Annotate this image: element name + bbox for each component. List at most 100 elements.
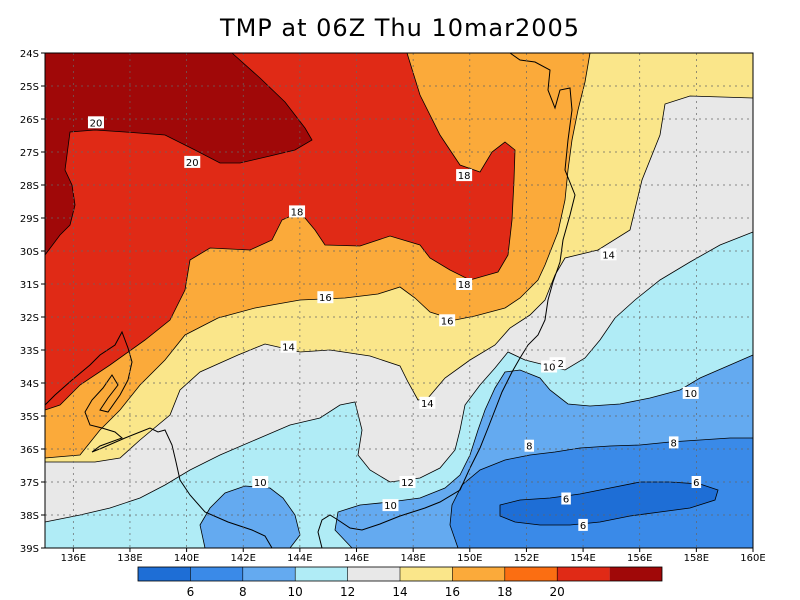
contour-label-text: 10: [684, 389, 697, 400]
contour-label-bg: [184, 155, 201, 168]
lat-tick-label: 38S: [20, 511, 39, 522]
lon-tick-label: 158E: [684, 553, 709, 564]
contour-label-bg: [600, 248, 617, 261]
contour-lines: [44, 52, 754, 549]
map-frame: [44, 52, 754, 549]
lat-tick-label: 29S: [20, 214, 39, 225]
contour-label-text: 20: [90, 118, 103, 129]
contour-label-text: 14: [602, 250, 615, 261]
lon-tick-label: 138E: [117, 553, 142, 564]
contour-fills: [45, 53, 753, 548]
contour-label: 8: [668, 436, 679, 449]
contour-label-bg: [578, 518, 588, 531]
contour-label: 18: [456, 169, 473, 182]
contour-line-16: [44, 52, 591, 459]
colorbar-label: 14: [392, 585, 407, 599]
contour-label: 10: [382, 499, 399, 512]
contour-label: 10: [682, 386, 699, 400]
axis-ticks: 24S 25S 26S 27S 28S 29S 30S 31S 32S 33S 34S 35S 36S 3…: [20, 49, 766, 564]
lon-tick-label: 140E: [174, 553, 199, 564]
contour-label: 6: [691, 476, 702, 489]
contour-label: 14: [280, 340, 297, 354]
graticule: [45, 53, 753, 548]
contour-label-text: 8: [526, 442, 532, 453]
contour-label-bg: [87, 116, 104, 129]
lon-tick-label: 136E: [61, 553, 86, 564]
lon-tick-label: 156E: [627, 553, 652, 564]
lat-tick-label: 28S: [20, 181, 39, 192]
lon-tick-label: 142E: [231, 553, 256, 564]
lat-tick-label: 25S: [20, 82, 39, 93]
contour-label-text: 8: [671, 438, 677, 449]
band-20-22: [45, 53, 312, 255]
colorbar-swatch: [242, 567, 296, 581]
contour-label-text: 20: [186, 158, 199, 169]
contour-label-bg: [317, 291, 334, 304]
colorbar-swatch: [295, 567, 348, 581]
map-title: TMP at 06Z Thu 10mar2005: [219, 14, 581, 42]
colorbar-swatch: [347, 567, 400, 581]
lat-tick-label: 34S: [20, 379, 39, 390]
contour-label-bg: [289, 205, 306, 218]
colorbar-label: 18: [497, 585, 512, 599]
contour-label-bg: [252, 476, 269, 488]
coastline: [44, 52, 576, 549]
contour-label-bg: [419, 396, 436, 409]
contour-line-8: [449, 437, 753, 549]
contour-label-bg: [682, 386, 699, 399]
contour-label-text: 6: [580, 521, 586, 532]
colorbar: 6 8 10 12 14 16 18 20: [137, 566, 663, 599]
contour-line-12: [44, 231, 754, 523]
colorbar-swatch: [190, 567, 243, 581]
contour-label: 10: [541, 360, 558, 374]
coastline-south-australia: [44, 330, 273, 549]
colorbar-swatch: [504, 567, 558, 581]
contour-label: 16: [439, 314, 456, 327]
contour-label-text: 18: [291, 207, 304, 218]
contour-label-text: 12: [551, 359, 564, 370]
contour-label-text: 16: [319, 293, 332, 304]
colorbar-label: 16: [445, 585, 460, 599]
colorbar-swatch: [138, 567, 191, 581]
lon-tick-label: 144E: [287, 553, 312, 564]
lat-tick-label: 36S: [20, 445, 39, 456]
contour-label-bg: [280, 340, 297, 353]
colorbar-swatch: [609, 567, 662, 581]
lon-tick-label: 154E: [570, 553, 595, 564]
coastline-east-australia: [317, 52, 576, 549]
contour-label-bg: [456, 278, 473, 290]
contour-label: 14: [600, 248, 617, 261]
contour-label: 16: [317, 291, 334, 304]
colorbar-label: 20: [550, 585, 565, 599]
lon-tick-label: 150E: [457, 553, 482, 564]
colorbar-label: 12: [340, 585, 355, 599]
lat-tick-label: 26S: [20, 115, 39, 126]
colorbar-swatch: [400, 567, 453, 581]
contour-label: 18: [289, 205, 306, 218]
contour-label-bg: [439, 314, 456, 327]
contour-line-18: [44, 52, 516, 411]
contour-label-text: 14: [282, 343, 295, 354]
lon-tick-label: 148E: [400, 553, 425, 564]
colorbar-swatch: [557, 567, 610, 581]
band-18-20: [45, 53, 515, 410]
contour-label: 20: [184, 155, 201, 169]
contour-label-text: 6: [693, 478, 699, 489]
lat-tick-label: 30S: [20, 247, 39, 258]
colorbar-label: 10: [288, 585, 303, 599]
contour-label-text: 18: [458, 171, 471, 182]
lon-tick-label: 152E: [514, 553, 539, 564]
contour-label-text: 6: [563, 495, 569, 506]
contour-label-text: 16: [441, 316, 454, 327]
contour-label-bg: [399, 476, 416, 488]
contour-label: 14: [419, 396, 436, 410]
lon-tick-label: 160E: [740, 553, 765, 564]
contour-label-bg: [541, 360, 558, 373]
contour-label-text: 10: [254, 478, 267, 489]
lat-tick-label: 35S: [20, 412, 39, 423]
lat-tick-label: 37S: [20, 478, 39, 489]
contour-label: 18: [456, 278, 473, 291]
band-below-6: [500, 482, 718, 525]
